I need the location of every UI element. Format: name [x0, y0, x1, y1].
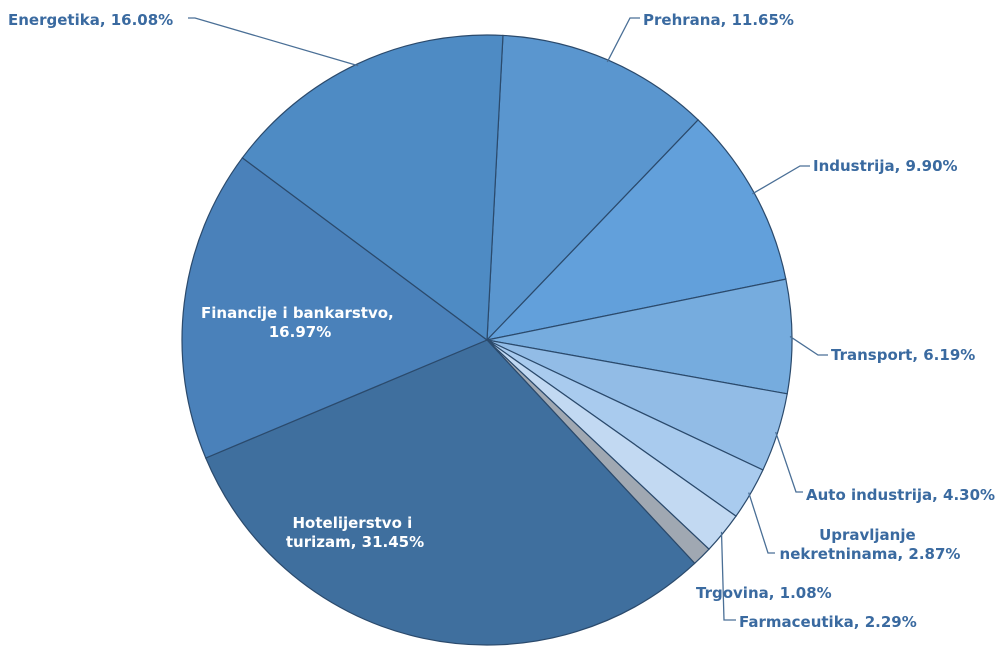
label-upravljanje-line1: Upravljanje	[819, 526, 916, 544]
label-energetika: Energetika, 16.08%	[8, 11, 173, 29]
pie-slice-financije-i-bankarstvo	[181, 156, 489, 459]
leader-line-industrija	[752, 165, 810, 195]
label-hotelijerstvo-i-turizam: Hotelijerstvo i turizam, 31.45%	[286, 514, 424, 551]
leader-line-auto-industrija	[775, 431, 803, 493]
label-auto-industrija: Auto industrija, 4.30%	[806, 486, 995, 504]
pie-slices	[181, 34, 793, 646]
pie-slice-hotelijerstvo-i-turizam	[204, 339, 696, 646]
leader-line-prehrana	[606, 17, 640, 63]
label-financije-line2: 16.97%	[269, 323, 331, 341]
leader-line-transport	[789, 335, 828, 356]
leader-line-energetika	[188, 17, 359, 67]
label-farmaceutika: Farmaceutika, 2.29%	[739, 613, 917, 631]
label-upravljanje-nekretninama: Upravljanje nekretninama, 2.87%	[780, 526, 961, 563]
leader-line-farmaceutika	[720, 531, 736, 621]
label-prehrana: Prehrana, 11.65%	[643, 11, 794, 29]
label-upravljanje-line2: nekretninama, 2.87%	[780, 545, 961, 563]
label-hotelijerstvo-line1: Hotelijerstvo i	[293, 514, 413, 532]
label-financije-line1: Financije i bankarstvo,	[201, 304, 394, 322]
label-hotelijerstvo-line2: turizam, 31.45%	[286, 533, 424, 551]
pie-slice-energetika	[241, 34, 504, 342]
label-transport: Transport, 6.19%	[831, 346, 975, 364]
label-trgovina: Trgovina, 1.08%	[696, 584, 832, 602]
label-industrija: Industrija, 9.90%	[813, 157, 958, 175]
label-financije-i-bankarstvo: Financije i bankarstvo, 16.97%	[201, 304, 399, 341]
leader-line-upravljanje-nekretninama	[748, 492, 775, 554]
leader-lines	[188, 17, 828, 621]
